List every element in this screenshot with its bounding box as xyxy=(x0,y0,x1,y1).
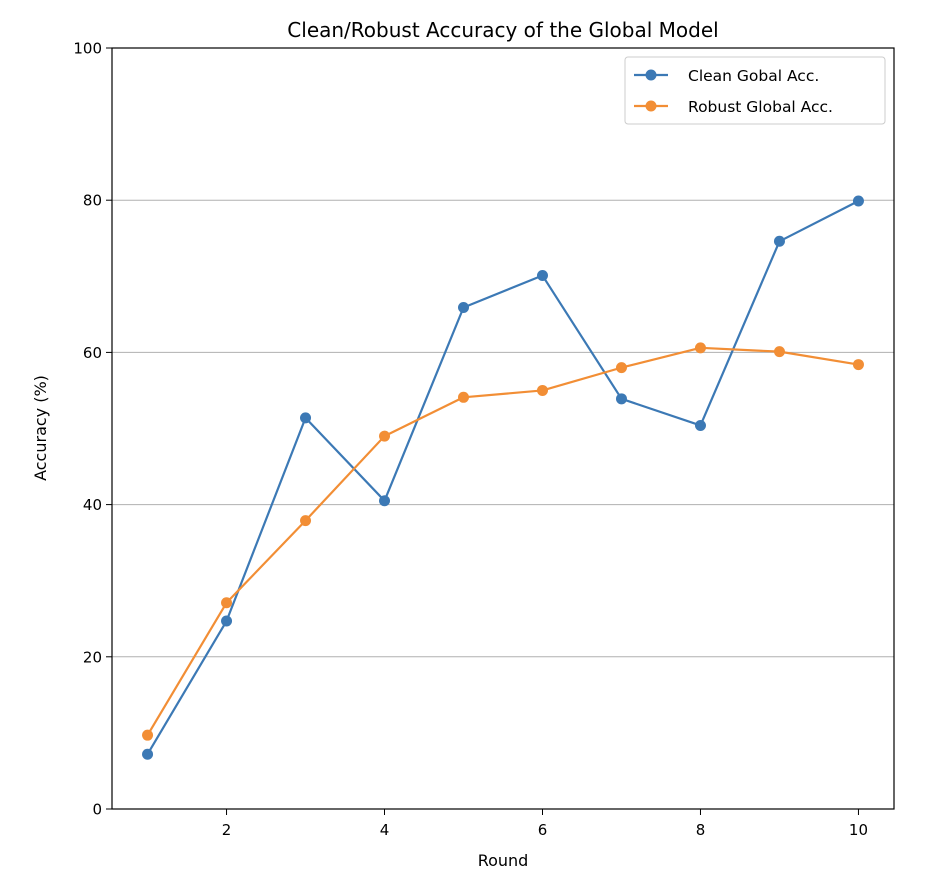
y-tick-label-0: 0 xyxy=(92,801,102,819)
legend-marker-robust xyxy=(645,100,657,112)
x-tick-label-6: 6 xyxy=(538,821,548,839)
y-tick-label-60: 60 xyxy=(83,344,102,362)
x-tick-label-10: 10 xyxy=(849,821,868,839)
data-point-s0-r10 xyxy=(852,195,864,207)
data-point-s1-r4 xyxy=(379,430,391,442)
y-tick-label-20: 20 xyxy=(83,648,102,666)
legend: Clean Gobal Acc. Robust Global Acc. xyxy=(624,56,886,125)
data-point-s1-r9 xyxy=(773,346,785,358)
legend-label-robust: Robust Global Acc. xyxy=(688,98,833,116)
data-point-s0-r1 xyxy=(142,748,154,760)
data-point-s0-r7 xyxy=(615,393,627,405)
series-layer xyxy=(142,195,864,760)
data-point-s0-r6 xyxy=(536,270,548,282)
series-line-0 xyxy=(146,199,859,755)
y-axis-label: Accuracy (%) xyxy=(31,375,50,481)
series-1 xyxy=(142,342,864,741)
x-tick-label-2: 2 xyxy=(222,821,232,839)
data-point-s0-r5 xyxy=(458,302,470,314)
y-tick-label-100: 100 xyxy=(73,40,102,58)
data-point-s1-r5 xyxy=(458,391,470,403)
chart-title: Clean/Robust Accuracy of the Global Mode… xyxy=(287,18,718,42)
legend-box xyxy=(624,56,886,125)
data-point-s1-r8 xyxy=(694,342,706,354)
plot-frame xyxy=(111,47,895,810)
legend-label-clean: Clean Gobal Acc. xyxy=(688,67,819,85)
data-point-s0-r2 xyxy=(221,615,233,627)
x-axis-label: Round xyxy=(478,851,529,870)
data-point-s1-r7 xyxy=(615,362,627,374)
grid-lines xyxy=(112,199,894,658)
data-point-s0-r4 xyxy=(379,495,391,507)
data-point-s1-r6 xyxy=(536,384,548,396)
y-tick-label-40: 40 xyxy=(83,496,102,514)
data-point-s0-r8 xyxy=(694,419,706,431)
series-line-1 xyxy=(146,346,859,736)
data-point-s1-r10 xyxy=(852,359,864,371)
data-point-s1-r1 xyxy=(142,729,154,741)
x-tick-label-8: 8 xyxy=(696,821,706,839)
data-point-s1-r3 xyxy=(300,515,312,527)
data-point-s0-r9 xyxy=(773,235,785,247)
y-tick-label-80: 80 xyxy=(83,192,102,210)
series-0 xyxy=(142,195,864,760)
data-point-s1-r2 xyxy=(221,597,233,609)
y-axis-ticks: 0 20 40 60 80 100 xyxy=(73,40,112,819)
legend-marker-clean xyxy=(645,69,657,81)
x-tick-label-4: 4 xyxy=(380,821,390,839)
x-axis-ticks: 2 4 6 8 10 xyxy=(222,809,868,839)
data-point-s0-r3 xyxy=(300,412,312,424)
